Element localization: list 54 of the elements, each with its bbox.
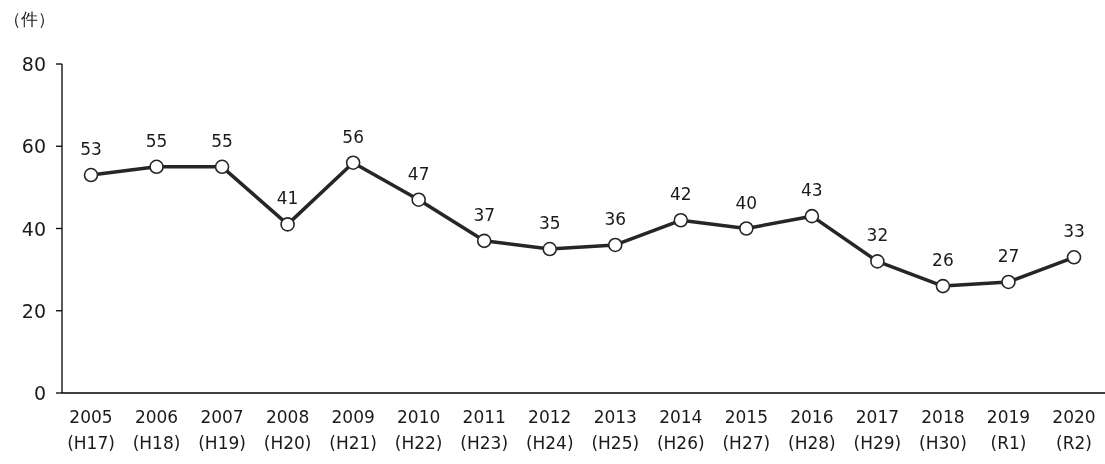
x-tick-label: 2012 (H24)	[525, 407, 574, 453]
x-tick-label: 2009 (H21)	[329, 407, 377, 453]
point	[83, 167, 99, 183]
point	[149, 159, 164, 175]
data-label: 27	[997, 245, 1020, 266]
y-axis-title: （件）	[4, 9, 55, 29]
x-tick-label: 2013 (H25)	[591, 407, 640, 453]
data-label: 43	[801, 180, 823, 201]
point	[1066, 249, 1082, 265]
data-label: 41	[276, 188, 299, 209]
x-tick-label: 2014 (H26)	[656, 407, 705, 453]
data-label: 37	[473, 204, 496, 225]
data-label: 36	[604, 208, 627, 229]
data-label: 33	[1063, 221, 1085, 242]
x-tick-label: 2017 (H29)	[853, 407, 902, 453]
x-tick-label: 2008 (H20)	[263, 407, 312, 453]
y-tick-label: 40	[21, 217, 46, 240]
x-tick-label: 2005 (H17)	[67, 407, 115, 453]
point	[345, 155, 361, 170]
data-label: 26	[932, 250, 954, 271]
x-tick-label: 2007 (H19)	[198, 407, 246, 453]
data-label: 55	[211, 130, 233, 151]
data-label: 47	[407, 163, 430, 184]
data-label: 42	[669, 184, 692, 205]
y-tick-label: 60	[21, 135, 46, 158]
point	[870, 254, 885, 269]
point	[542, 241, 558, 257]
point	[673, 212, 689, 228]
y-tick-label: 0	[33, 382, 46, 404]
x-tick-label: 2019 (R1)	[986, 407, 1031, 453]
point	[214, 159, 230, 175]
data-label: 53	[80, 139, 102, 160]
point	[739, 221, 754, 236]
x-tick-label: 2020 (R2)	[1052, 407, 1096, 453]
point	[1001, 274, 1016, 290]
y-tick-label: 80	[21, 53, 46, 75]
x-tick-label: 2010 (H22)	[394, 407, 443, 453]
x-tick-label: 2006 (H18)	[132, 407, 181, 453]
data-label: 56	[342, 126, 364, 147]
point	[607, 237, 623, 253]
y-tick-label: 20	[21, 299, 46, 322]
point	[476, 233, 492, 249]
x-tick-label: 2018 (H30)	[919, 407, 967, 453]
data-label: 32	[866, 225, 889, 246]
point	[804, 208, 820, 224]
point	[935, 278, 951, 294]
point	[280, 217, 295, 232]
data-label: 55	[145, 130, 168, 151]
x-tick-label: 2015 (H27)	[722, 407, 771, 453]
x-tick-label: 2016 (H28)	[788, 407, 836, 453]
x-tick-label: 2011 (H23)	[460, 407, 509, 453]
point	[411, 192, 426, 208]
data-label: 40	[735, 192, 758, 213]
data-label: 35	[538, 213, 561, 234]
